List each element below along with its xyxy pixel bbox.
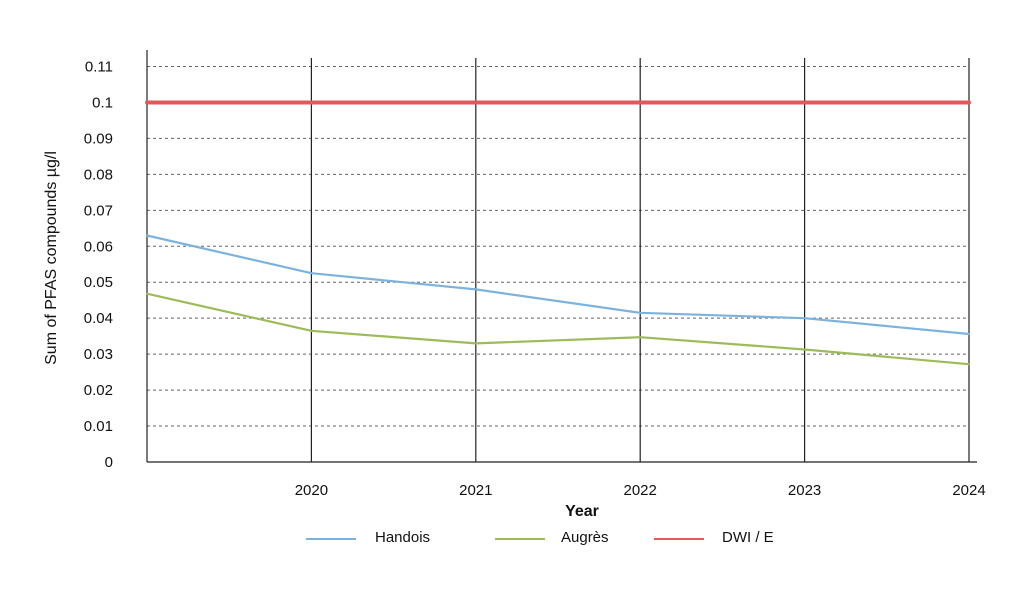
legend-label: Handois <box>375 529 430 546</box>
tick-labels: 0 0.01 0.02 0.03 0.04 0.05 0.06 0.07 0.08 0.09 0.1… <box>84 59 986 500</box>
x-tick-label: 2023 <box>788 482 821 499</box>
series-line-augr-s <box>145 292 971 366</box>
y-tick-label: 0.07 <box>84 202 113 219</box>
axes <box>146 50 977 463</box>
x-tick-label: 2021 <box>459 482 492 499</box>
x-tick-label: 2024 <box>952 482 985 499</box>
x-tick-label: 2022 <box>624 482 657 499</box>
y-axis-title: Sum of PFAS compounds µg/l <box>43 151 60 365</box>
y-tick-label: 0.09 <box>84 130 113 147</box>
y-tick-label: 0.02 <box>84 382 113 399</box>
legend: Handois Augrès DWI / E <box>306 529 774 546</box>
y-tick-label: 0.1 <box>92 94 113 111</box>
x-axis-title: Year <box>565 503 599 520</box>
y-tick-label: 0.05 <box>84 274 113 291</box>
series-line-handois <box>145 234 971 336</box>
y-tick-label: 0.01 <box>84 418 113 435</box>
y-tick-label: 0 <box>105 454 113 471</box>
y-tick-label: 0.03 <box>84 346 113 363</box>
y-tick-label: 0.08 <box>84 166 113 183</box>
y-tick-label: 0.04 <box>84 310 113 327</box>
x-tick-label: 2020 <box>295 482 328 499</box>
legend-label: DWI / E <box>722 529 774 546</box>
y-tick-label: 0.06 <box>84 238 113 255</box>
y-tick-label: 0.11 <box>85 59 113 76</box>
grid <box>147 58 970 462</box>
legend-label: Augrès <box>561 529 609 546</box>
series-lines <box>145 100 971 366</box>
